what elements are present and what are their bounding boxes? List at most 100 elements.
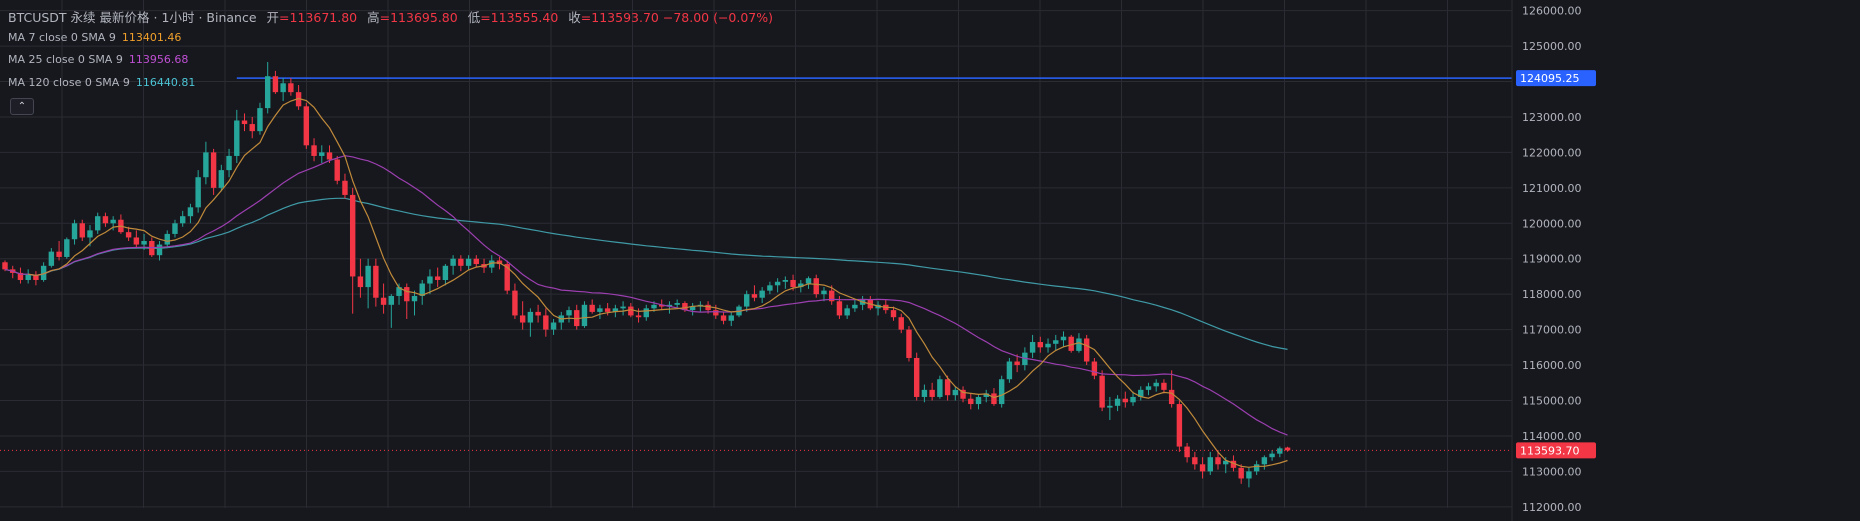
contract-type: 永续 xyxy=(70,10,96,25)
collapse-legend-button[interactable]: ⌃ xyxy=(10,98,34,115)
low-label: 低 xyxy=(467,10,481,25)
candle-body xyxy=(404,287,410,302)
candle-body xyxy=(1045,343,1051,348)
candle-body xyxy=(450,258,456,266)
last-price-label: 113593.70 xyxy=(1520,444,1580,457)
candle-body xyxy=(1099,375,1105,408)
candle-body xyxy=(1068,336,1074,351)
candle-body xyxy=(1223,460,1229,465)
candle-body xyxy=(504,264,510,291)
candle-body xyxy=(890,310,897,318)
candle-body xyxy=(17,272,24,280)
candle-body xyxy=(311,145,317,156)
symbol-name[interactable]: BTCUSDT xyxy=(8,10,67,25)
candle-body xyxy=(744,294,750,307)
y-tick-label: 118000.00 xyxy=(1522,288,1582,301)
candle-body xyxy=(952,389,959,396)
candle-body xyxy=(326,152,333,160)
candle-body xyxy=(427,276,433,284)
candle-body xyxy=(828,290,835,302)
candle-body xyxy=(659,304,665,307)
ma7-line xyxy=(28,97,1288,468)
candle-body xyxy=(1207,457,1213,472)
candle-body xyxy=(1014,361,1020,366)
candle-body xyxy=(604,308,611,312)
candle-body xyxy=(411,295,418,302)
candle-body xyxy=(195,177,201,208)
candle-body xyxy=(1284,447,1291,451)
candle-body xyxy=(836,301,843,316)
candle-body xyxy=(589,304,595,312)
price-axis[interactable]: 112000.00 113000.00 114000.00 115000.00 1160… xyxy=(1511,0,1860,521)
candle-body xyxy=(419,283,425,296)
close-value: =113593.70 xyxy=(580,10,659,25)
candle-body xyxy=(156,244,163,256)
candle-body xyxy=(357,276,364,288)
candle-body xyxy=(519,315,526,323)
candle-body xyxy=(527,311,534,323)
horizontal-line-label-bg xyxy=(1516,70,1596,87)
candle-body xyxy=(33,274,39,280)
candle-body xyxy=(898,317,904,330)
candle-body xyxy=(782,279,789,282)
candle-body xyxy=(110,219,116,224)
candle-body xyxy=(264,76,271,109)
interval-label: 1小时 xyxy=(161,10,195,25)
candle-body xyxy=(125,232,132,238)
candle-body xyxy=(1215,457,1221,465)
candle-body xyxy=(666,304,673,307)
candle-body xyxy=(1184,446,1190,458)
y-tick-label: 121000.00 xyxy=(1522,182,1582,195)
candle-body xyxy=(813,278,819,295)
ma7-path xyxy=(28,97,1288,468)
candle-body xyxy=(821,290,827,295)
candle-body xyxy=(257,108,263,132)
open-value: =113671.80 xyxy=(279,10,358,25)
candle-body xyxy=(1029,342,1036,353)
candle-body xyxy=(798,283,804,288)
candle-body xyxy=(751,294,758,298)
candle-body xyxy=(983,393,989,397)
ma25-legend[interactable]: MA 25 close 0 SMA 9 113956.68 xyxy=(8,53,188,66)
candle-body xyxy=(1176,404,1183,447)
candle-body xyxy=(774,281,781,286)
ma120-line xyxy=(4,197,1288,350)
ma7-legend[interactable]: MA 7 close 0 SMA 9 113401.46 xyxy=(8,31,181,44)
candle-body xyxy=(1246,471,1252,479)
candle-body xyxy=(79,223,85,238)
candle-body xyxy=(991,393,997,405)
candle-body xyxy=(380,297,387,305)
candle-body xyxy=(1199,464,1206,472)
candle-body xyxy=(1261,457,1268,465)
candle-body xyxy=(535,311,541,316)
ma120-path xyxy=(4,197,1288,350)
candle-body xyxy=(1114,398,1121,406)
candle-body xyxy=(1269,453,1275,458)
candle-body xyxy=(272,76,279,93)
candle-body xyxy=(651,304,657,309)
change-value: −78.00 (−0.07%) xyxy=(662,10,774,25)
candle-body xyxy=(944,379,951,396)
close-label: 收 xyxy=(568,10,581,25)
ma120-legend[interactable]: MA 120 close 0 SMA 9 116440.81 xyxy=(8,76,195,89)
grid-lines xyxy=(0,0,1512,508)
y-tick-label: 112000.00 xyxy=(1522,501,1582,514)
candle-body xyxy=(929,389,935,397)
candle-body xyxy=(396,287,402,296)
y-tick-label: 123000.00 xyxy=(1522,111,1582,124)
candle-body xyxy=(635,315,642,318)
candle-body xyxy=(1060,336,1067,341)
candle-body xyxy=(790,279,796,288)
candle-body xyxy=(1253,464,1260,472)
indicator-value: 113401.46 xyxy=(121,31,182,44)
candle-body xyxy=(226,155,232,171)
candle-body xyxy=(1230,460,1237,468)
candle-body xyxy=(767,285,773,291)
candle-body xyxy=(1037,342,1044,348)
candle-body xyxy=(960,389,966,399)
candle-body xyxy=(612,308,619,312)
candle-body xyxy=(566,310,572,316)
indicator-value: 113956.68 xyxy=(128,53,189,66)
candle-body xyxy=(365,265,371,288)
